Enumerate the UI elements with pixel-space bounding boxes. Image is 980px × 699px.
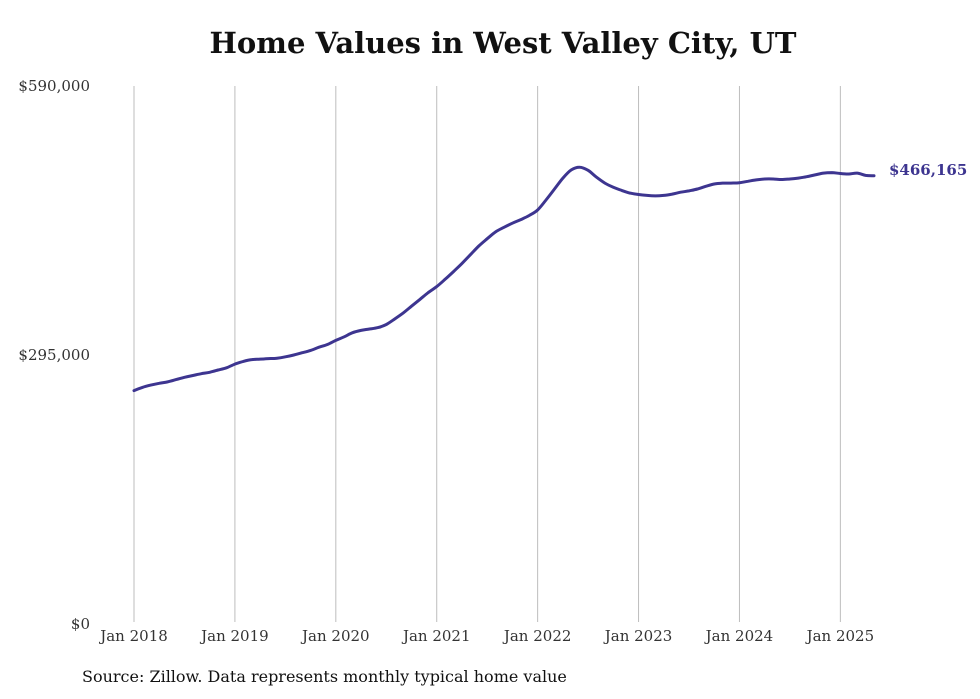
x-tick-label: Jan 2021: [401, 627, 471, 645]
grid-lines: [133, 86, 841, 622]
y-tick-label: $590,000: [18, 77, 90, 95]
y-tick-label: $295,000: [18, 346, 90, 364]
x-tick-label: Jan 2020: [300, 627, 370, 645]
x-tick-label: Jan 2023: [603, 627, 673, 645]
home-value-line: [132, 165, 876, 393]
x-tick-label: Jan 2025: [805, 627, 875, 645]
x-tick-label: Jan 2022: [502, 627, 572, 645]
end-value-label: $466,165: [889, 161, 967, 179]
series-layer: $466,165: [132, 161, 967, 393]
x-tick-label: Jan 2019: [199, 627, 269, 645]
y-tick-label: $0: [71, 615, 90, 633]
x-tick-label: Jan 2024: [704, 627, 774, 645]
axis-labels: Jan 2018 Jan 2019 Jan 2020 Jan 2021 Jan 2022…: [18, 77, 874, 645]
chart-title: Home Values in West Valley City, UT: [209, 26, 797, 60]
x-tick-label: Jan 2018: [98, 627, 168, 645]
source-note: Source: Zillow. Data represents monthly …: [82, 667, 567, 686]
